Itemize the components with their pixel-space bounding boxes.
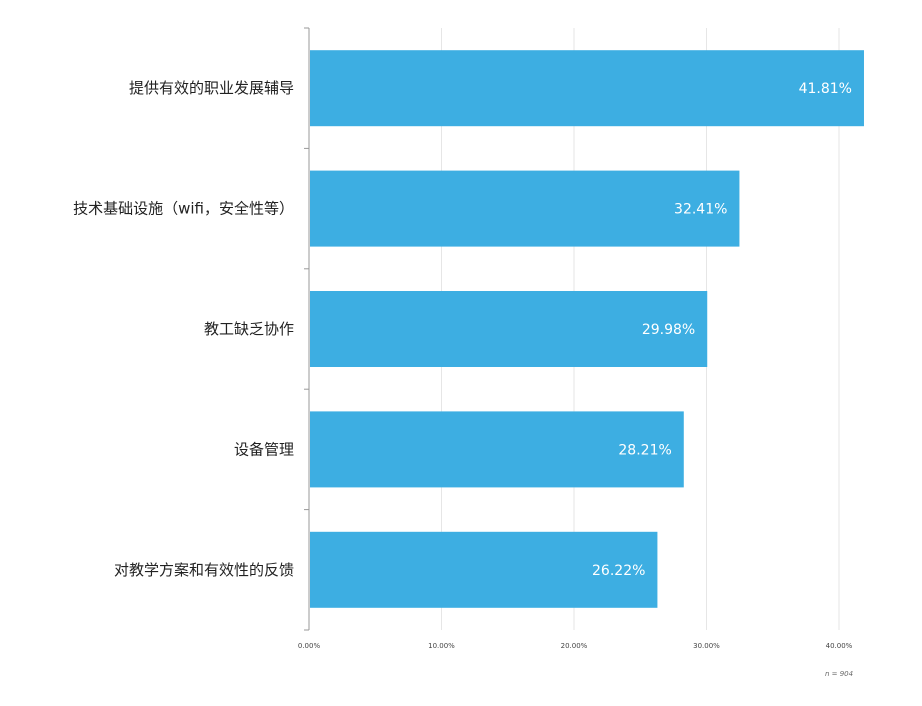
category-label: 教工缺乏协作 bbox=[204, 320, 294, 338]
x-tick-label: 20.00% bbox=[561, 642, 588, 650]
category-label: 对教学方案和有效性的反馈 bbox=[114, 561, 294, 579]
bar[interactable] bbox=[310, 170, 740, 247]
data-label: 32.41% bbox=[674, 202, 727, 218]
data-label: 29.98% bbox=[642, 322, 695, 338]
category-label: 提供有效的职业发展辅导 bbox=[129, 79, 294, 97]
data-label: 26.22% bbox=[592, 563, 645, 579]
bar[interactable] bbox=[310, 531, 658, 608]
x-tick-label: 30.00% bbox=[693, 642, 720, 650]
x-tick-label: 10.00% bbox=[428, 642, 455, 650]
x-tick-label: 0.00% bbox=[298, 642, 321, 650]
category-label: 技术基础设施（wifi，安全性等） bbox=[73, 200, 294, 218]
bar[interactable] bbox=[310, 411, 684, 488]
category-label: 设备管理 bbox=[234, 440, 294, 458]
sample-size-note: n = 904 bbox=[825, 670, 853, 678]
data-label: 41.81% bbox=[799, 81, 852, 97]
data-label: 28.21% bbox=[618, 442, 671, 458]
x-tick-label: 40.00% bbox=[826, 642, 853, 650]
bar[interactable] bbox=[310, 291, 708, 367]
bar[interactable] bbox=[310, 50, 864, 127]
